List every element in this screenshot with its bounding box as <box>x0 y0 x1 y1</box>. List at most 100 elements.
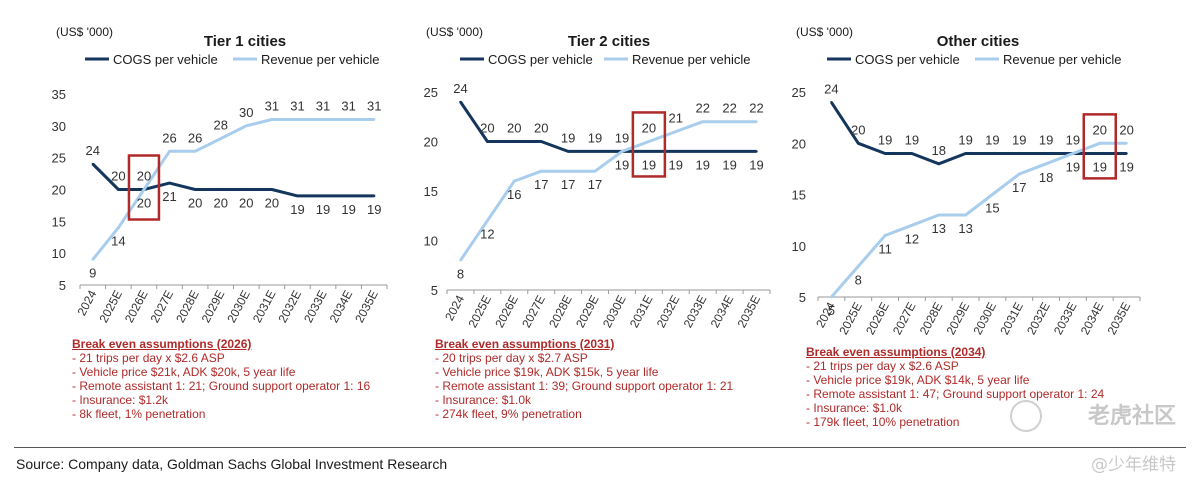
x-tick-label: 2026E <box>863 300 892 337</box>
data-label: 20 <box>137 169 151 184</box>
legend-label: Revenue per vehicle <box>1003 52 1122 67</box>
series-line <box>91 118 375 261</box>
breakeven-box <box>1082 113 1117 180</box>
assumption-line: - Vehicle price $19k, ADK $14k, 5 year l… <box>806 373 1030 387</box>
x-tick-label: 2031E <box>997 300 1026 337</box>
y-tick-label: 10 <box>52 246 66 261</box>
y-tick-label: 20 <box>52 183 66 198</box>
data-label: 8 <box>855 272 862 287</box>
y-tick-label: 20 <box>792 136 806 151</box>
data-point <box>117 188 120 191</box>
x-tick-label: 2029E <box>573 293 602 330</box>
assumption-line: - 274k fleet, 9% penetration <box>435 407 582 421</box>
assumption-line: - 179k fleet, 10% penetration <box>806 415 960 429</box>
data-label: 31 <box>265 98 279 113</box>
data-label: 19 <box>1066 160 1080 175</box>
unit-label: (US$ '000) <box>426 25 483 39</box>
x-tick-label: 2035E <box>735 293 764 330</box>
charts-area: (US$ '000) Tier 1 cities COGS per vehicle R… <box>52 25 1141 337</box>
data-point <box>1044 162 1048 165</box>
data-label: 19 <box>722 157 736 172</box>
data-point <box>168 181 171 185</box>
data-point <box>193 188 197 191</box>
data-point <box>857 265 860 268</box>
data-label: 31 <box>367 98 381 113</box>
unit-label: (US$ '000) <box>796 25 853 39</box>
data-label: 19 <box>290 202 304 217</box>
y-tick-label: 15 <box>424 184 438 199</box>
chart-1: (US$ '000) Tier 2 cities COGS per vehicle R… <box>424 25 771 330</box>
x-tick-label: 2031E <box>250 288 279 325</box>
data-point <box>1044 152 1048 155</box>
data-label: 20 <box>239 196 253 211</box>
data-point <box>321 118 325 121</box>
data-point <box>937 213 940 217</box>
breakeven-box <box>127 154 161 221</box>
data-label: 19 <box>1066 133 1080 148</box>
data-point <box>830 101 833 104</box>
unit-label: (US$ '000) <box>56 25 113 39</box>
data-label: 28 <box>213 118 227 133</box>
x-tick-label: 2028E <box>173 288 202 325</box>
data-point <box>728 120 731 123</box>
y-tick-label: 35 <box>52 87 66 102</box>
x-tick-label: 2034E <box>327 288 356 325</box>
data-point <box>883 152 887 155</box>
series-line <box>91 162 375 198</box>
data-label: 30 <box>239 105 253 120</box>
data-point <box>117 226 120 229</box>
data-label: 20 <box>265 196 279 211</box>
y-tick-label: 25 <box>424 85 438 100</box>
x-tick-label: 2025E <box>465 293 494 330</box>
data-label: 19 <box>985 133 999 148</box>
data-label: 12 <box>480 227 494 242</box>
x-tick-label: 2026E <box>492 293 521 330</box>
y-tick-label: 15 <box>792 188 806 203</box>
data-point <box>513 140 516 143</box>
data-point <box>1018 172 1021 176</box>
x-tick-label: 2035E <box>1105 300 1134 337</box>
data-point <box>1018 152 1021 155</box>
data-point <box>1098 142 1101 145</box>
x-tick-label: 2032E <box>275 288 304 325</box>
data-point <box>701 120 704 123</box>
data-point <box>566 150 570 153</box>
data-point <box>91 258 94 261</box>
legend-label: COGS per vehicle <box>488 52 593 67</box>
y-tick-label: 25 <box>792 85 806 100</box>
data-point <box>964 152 967 155</box>
data-point <box>566 170 570 173</box>
x-tick-label: 2030E <box>600 293 629 330</box>
chart-title: Tier 2 cities <box>568 33 650 50</box>
data-label: 19 <box>1012 133 1026 148</box>
data-label: 17 <box>588 177 602 192</box>
assumption-line: - 21 trips per day x $2.6 ASP <box>806 359 959 373</box>
data-point <box>991 193 994 196</box>
x-tick-label: 2033E <box>1051 300 1080 337</box>
data-label: 20 <box>534 121 548 136</box>
data-label: 19 <box>958 133 972 148</box>
assumptions-heading: Break even assumptions (2031) <box>435 337 615 351</box>
data-point <box>270 118 274 121</box>
y-tick-label: 30 <box>52 119 66 134</box>
data-label: 24 <box>453 81 467 96</box>
data-label: 31 <box>290 98 304 113</box>
data-point <box>674 150 677 153</box>
source-note: Source: Company data, Goldman Sachs Glob… <box>16 456 448 472</box>
assumption-line: - 8k fleet, 1% penetration <box>72 407 206 421</box>
data-label: 19 <box>749 157 763 172</box>
x-tick-label: 2033E <box>681 293 710 330</box>
assumption-line: - Remote assistant 1: 21; Ground support… <box>72 379 371 393</box>
data-label: 17 <box>561 177 575 192</box>
data-label: 12 <box>905 231 919 246</box>
data-label: 9 <box>89 266 96 281</box>
chart-0: (US$ '000) Tier 1 cities COGS per vehicle R… <box>52 25 388 325</box>
x-tick-label: 2028E <box>546 293 575 330</box>
data-label: 31 <box>341 98 355 113</box>
data-point <box>910 152 914 155</box>
y-tick-label: 10 <box>792 239 806 254</box>
data-label: 19 <box>588 130 602 145</box>
data-point <box>347 194 350 198</box>
data-point <box>1125 152 1128 155</box>
data-label: 20 <box>213 196 227 211</box>
